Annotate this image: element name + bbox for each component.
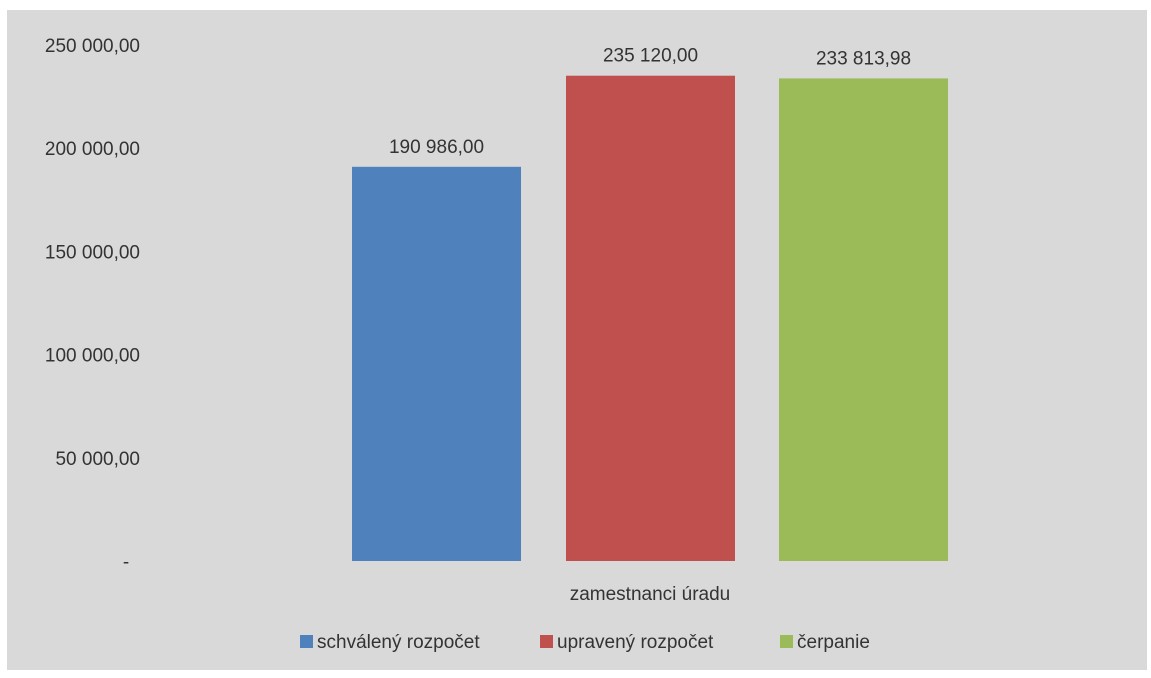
bar-1 — [352, 166, 521, 561]
y-tick-label: 250 000,00 — [45, 36, 140, 57]
data-label: 190 986,00 — [389, 137, 484, 158]
y-tick-label: 200 000,00 — [45, 139, 140, 160]
legend-swatch — [780, 635, 793, 648]
bar-2 — [566, 75, 735, 562]
data-label: 233 813,98 — [816, 48, 911, 69]
legend-label: schválený rozpočet — [317, 632, 480, 653]
bar-3 — [779, 78, 948, 561]
legend-swatch — [540, 635, 553, 648]
y-tick-label: 100 000,00 — [45, 346, 140, 367]
legend-swatch — [300, 635, 313, 648]
y-tick-label: 150 000,00 — [45, 242, 140, 263]
legend-label: upravený rozpočet — [557, 632, 714, 653]
legend-label: čerpanie — [797, 632, 870, 653]
y-tick-label: - — [123, 552, 129, 573]
data-label: 235 120,00 — [603, 46, 698, 67]
x-category-label: zamestnanci úradu — [570, 584, 731, 605]
y-tick-label: 50 000,00 — [55, 449, 140, 470]
